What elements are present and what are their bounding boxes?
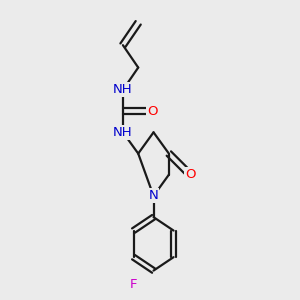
Text: F: F [130, 278, 137, 291]
Text: O: O [185, 168, 195, 181]
Text: O: O [147, 105, 158, 118]
Text: NH: NH [113, 126, 133, 139]
Text: N: N [149, 189, 158, 203]
Text: NH: NH [113, 83, 133, 96]
